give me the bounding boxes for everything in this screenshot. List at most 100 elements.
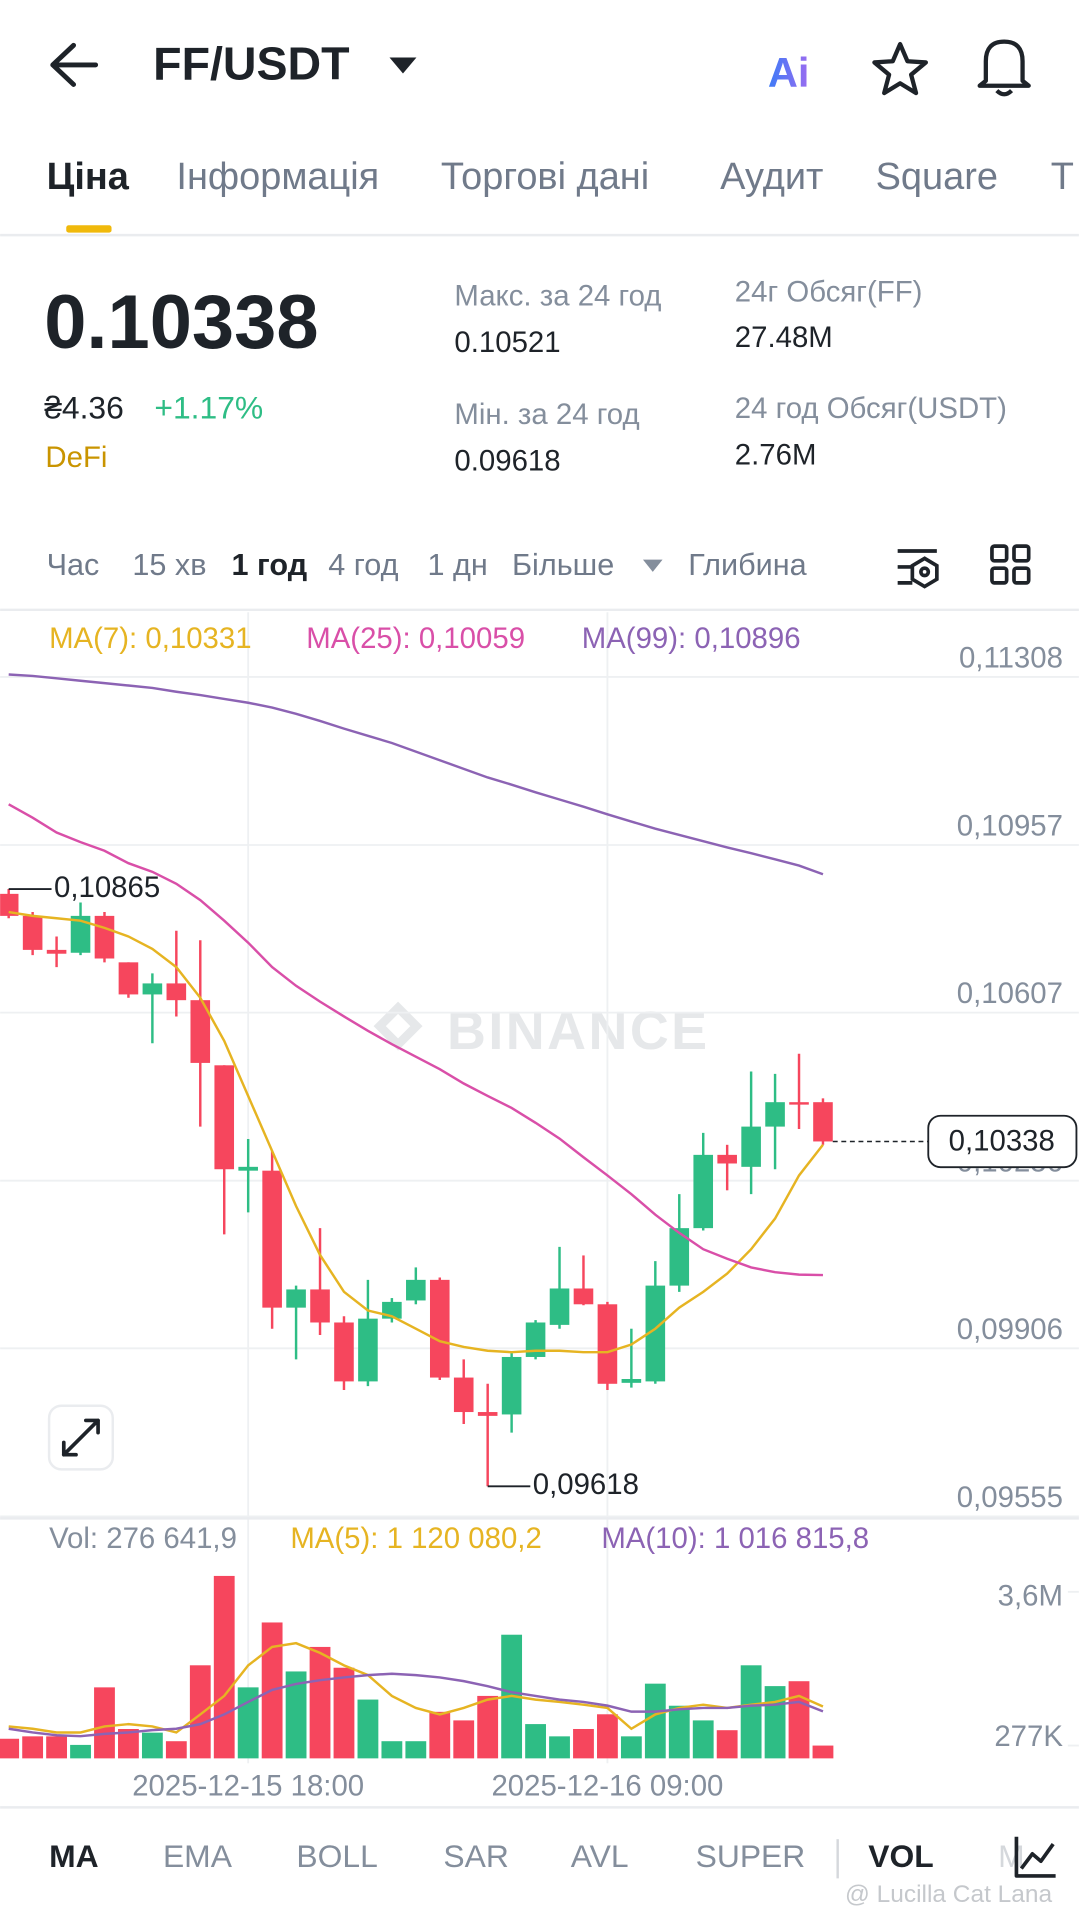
interval[interactable]: 1 год [232,548,308,582]
candle-body [334,1322,354,1382]
chart-indicator-button[interactable] [1014,1836,1056,1878]
favorite-button[interactable] [872,41,928,96]
volume-legend: Vol: 276 641,9 [49,1522,237,1555]
interval[interactable]: Час [47,548,100,582]
watermark-logo [373,1001,423,1051]
y-tick-label: 0,10957 [957,810,1063,843]
indicator-tab[interactable]: SUPER [696,1838,806,1874]
volume-bar [357,1699,379,1759]
ma-line [8,673,824,876]
candle-body [142,983,163,995]
volume-bar [381,1741,403,1759]
volume-bar [429,1711,451,1759]
expand-button[interactable] [47,1404,114,1471]
candle-body [46,949,67,954]
stat-value: 27.48M [735,321,833,354]
x-tick-label: 2025-12-16 09:00 [491,1770,723,1803]
volume-bar [812,1745,834,1759]
stat-value: 0.10521 [454,326,560,359]
candle-body [693,1154,714,1229]
candle-body [358,1318,378,1382]
volume-bar [716,1730,738,1759]
layout-button[interactable] [990,544,1031,585]
stat-value: 2.76M [735,439,817,472]
volume-bar [573,1728,594,1759]
candle-body [477,1412,498,1416]
indicator-tab[interactable]: MA [49,1838,99,1874]
volume-bar [118,1728,139,1759]
volume-bar [788,1681,810,1759]
candle-body [525,1322,546,1357]
volume-bar [22,1736,44,1759]
interval[interactable]: Глибина [688,548,807,582]
y-tick-label: 0,10607 [957,977,1063,1010]
indicator-tab[interactable]: VOL [868,1838,933,1874]
interval[interactable]: Більше [512,548,614,582]
price-change: +1.17% [154,390,263,426]
last-price-label: 0,10338 [949,1124,1055,1157]
volume-bar [549,1736,570,1759]
tab[interactable]: Т [1051,156,1074,198]
candle-body [813,1102,833,1142]
candle-body [70,915,91,953]
more-dropdown[interactable] [642,559,663,572]
candle-body [501,1356,522,1415]
active-tab-indicator [66,225,112,233]
candle-body [0,893,19,916]
stats: Макс. за 24 год 0.10521 Мін. за 24 год 0.09… [454,276,1006,478]
volume-bar [644,1683,666,1759]
indicator-tab[interactable]: M [998,1838,1025,1874]
chart-settings-button[interactable] [897,549,939,589]
volume-bar [405,1741,427,1759]
ai-button[interactable]: Ai [768,49,810,96]
indicator-tab[interactable]: SAR [443,1838,508,1874]
ma-legend: MA(99): 0,10896 [582,622,801,655]
pair-title[interactable]: FF/USDT [153,38,349,90]
tab[interactable]: Торгові дані [441,156,649,198]
stat-label: Макс. за 24 год [454,279,661,312]
volume-bar [70,1744,91,1759]
candle-body [717,1154,737,1164]
y-tick-label: 0,09555 [957,1481,1063,1514]
interval[interactable]: 15 хв [132,548,206,582]
candle-body [238,1166,258,1171]
interval-bar: Час 15 хв 1 год 4 год 1 дн Більше Глибина [47,548,808,582]
volume-bar [525,1724,546,1759]
indicator-tab[interactable]: EMA [163,1838,233,1874]
candle-body [645,1285,666,1382]
indicator-bar: MA EMA BOLL SAR AVL SUPER VOL M [49,1838,1024,1874]
tab[interactable]: Square [876,156,998,198]
interval[interactable]: 1 дн [427,548,487,582]
x-tick-label: 2025-12-15 18:00 [132,1770,364,1803]
indicator-tab[interactable]: BOLL [296,1838,377,1874]
tab[interactable]: Аудит [720,156,823,198]
alert-button[interactable] [977,39,1031,97]
volume-chart: Vol: 276 641,9 3,6M 277K MA(5): 1 120 080,2… [0,1517,1079,1759]
interval[interactable]: 4 год [328,548,398,582]
volume-ma-line [8,1672,824,1738]
indicator-tab[interactable]: AVL [571,1838,629,1874]
volume-ma-legend: MA(5): 1 120 080,2 [290,1522,541,1555]
tab[interactable]: Ціна [47,156,130,198]
volume-bar [597,1714,618,1759]
candle-body [669,1228,690,1286]
volume-bar [668,1705,690,1759]
high-label: 0,10865 [54,871,160,904]
back-button[interactable] [50,42,99,87]
tabs: Ціна Інформація Торгові дані Аудит Square Т [47,156,1074,198]
volume-bar [333,1667,355,1759]
category-tag[interactable]: DeFi [45,441,107,474]
ma-line [8,803,823,1277]
volume-bar [620,1736,642,1759]
pair-dropdown[interactable] [389,57,417,74]
volume-bar [764,1686,786,1759]
candle-body [789,1102,809,1105]
watermark: BINANCE [447,1001,710,1061]
candle-body [621,1379,642,1383]
tab[interactable]: Інформація [176,156,379,198]
candle-body [94,915,115,959]
volume-ma-legend: MA(10): 1 016 815,8 [601,1522,869,1555]
candle-body [190,1000,211,1063]
candle-body [214,1065,235,1170]
